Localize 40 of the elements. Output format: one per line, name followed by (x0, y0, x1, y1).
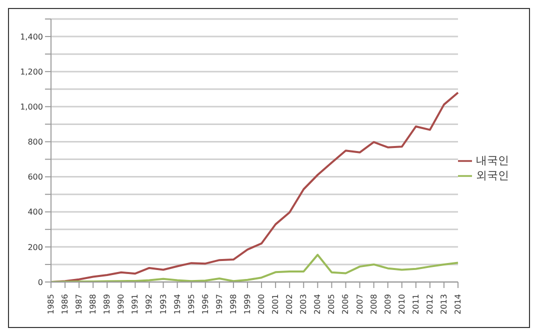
x-tick-label: 2003 (299, 294, 308, 314)
x-tick-label: 1986 (60, 294, 70, 314)
x-tick-label: 1999 (242, 294, 252, 314)
x-tick-label: 2013 (439, 294, 448, 314)
x-tick-label: 2004 (313, 294, 322, 314)
x-tick-label: 1996 (200, 294, 210, 314)
x-tick-label: 1989 (102, 294, 112, 314)
x-tick-label: 2006 (341, 294, 350, 314)
x-tick-label: 1998 (228, 294, 238, 314)
y-tick-label: 1,200 (20, 67, 43, 76)
y-tick-label: 0 (38, 278, 43, 287)
y-tick-label: 1,400 (20, 32, 43, 42)
y-tick-label: 600 (28, 172, 43, 182)
x-tick-label: 2005 (327, 294, 336, 314)
x-tick-label: 1993 (158, 294, 168, 314)
x-tick-label: 1990 (116, 294, 126, 314)
x-tick-label: 2014 (454, 294, 462, 314)
x-tick-label: 1992 (144, 294, 154, 314)
x-tick-label: 2012 (425, 294, 434, 314)
x-tick-label: 2001 (271, 294, 280, 314)
legend-label: 외국인 (476, 169, 509, 182)
y-tick-label: 1,000 (20, 102, 43, 112)
x-tick-label: 1995 (186, 294, 196, 314)
x-tick-label: 2007 (355, 294, 364, 314)
y-tick-label: 400 (28, 208, 43, 217)
x-tick-label: 1988 (88, 294, 98, 314)
x-tick-label: 1985 (46, 294, 56, 314)
x-tick-label: 2002 (285, 294, 294, 314)
x-tick-label: 2009 (383, 294, 392, 314)
x-tick-label: 1994 (172, 294, 182, 314)
legend-label: 내국인 (476, 154, 509, 167)
x-tick-label: 2010 (397, 294, 406, 314)
x-tick-label: 2008 (369, 294, 378, 314)
x-tick-label: 2000 (257, 294, 266, 314)
x-tick-label: 2011 (411, 294, 420, 314)
y-tick-label: 800 (28, 138, 43, 147)
x-tick-label: 1987 (74, 294, 84, 314)
y-tick-label: 200 (28, 242, 43, 252)
x-tick-label: 1997 (214, 294, 224, 314)
x-tick-label: 1991 (130, 294, 140, 314)
